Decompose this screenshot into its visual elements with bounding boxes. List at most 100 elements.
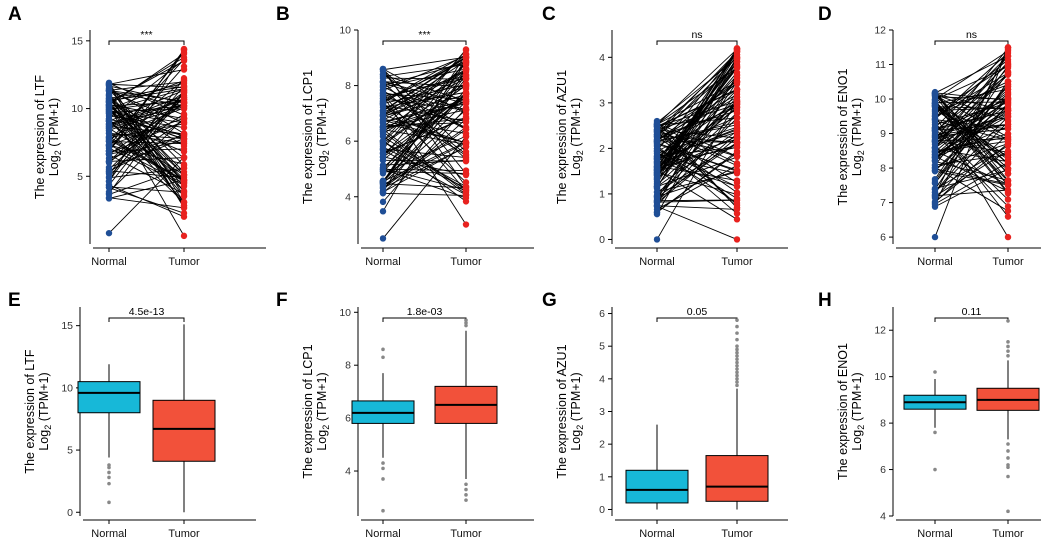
outlier-point <box>735 380 739 384</box>
pair-line <box>934 123 1009 131</box>
pair-line <box>108 101 185 107</box>
y-tick-label: 0 <box>599 504 605 516</box>
tumor-point <box>180 204 188 212</box>
panel-b: B 4 6 8 10 Normal Tumor The expression of LCP1 L… <box>276 4 534 268</box>
y-axis-title: The expression of AZU1 <box>555 70 569 204</box>
y-tick-label: 12 <box>874 325 886 337</box>
pair-line <box>934 103 1009 193</box>
pair-line <box>934 94 1009 138</box>
tumor-point <box>733 54 741 62</box>
panel-letter: G <box>542 290 557 311</box>
tumor-point <box>462 198 470 205</box>
pair-line <box>382 68 467 88</box>
y-axis-subtitle: Log2 (TPM+1) <box>315 372 331 450</box>
tumor-point <box>1004 151 1012 158</box>
tumor-point <box>462 189 470 196</box>
box-iqr <box>625 469 689 504</box>
y-tick-label: 5 <box>77 171 83 183</box>
pair-line <box>108 102 185 164</box>
normal-point <box>105 81 113 88</box>
normal-point <box>653 120 661 127</box>
y-tick-label: 8 <box>880 418 886 430</box>
normal-point <box>931 161 939 169</box>
tumor-point <box>1004 46 1012 53</box>
tumor-point <box>1004 203 1012 210</box>
pair-line <box>382 78 467 97</box>
pair-line <box>656 91 738 202</box>
pair-line <box>382 168 467 171</box>
pair-line <box>656 56 738 206</box>
y-axis-subtitle-unit: (TPM+1) <box>315 372 329 424</box>
y-axis-subtitle-base: 2 <box>856 425 866 430</box>
tumor-point <box>733 144 741 151</box>
pair-line <box>108 82 185 116</box>
pair-line <box>108 88 185 134</box>
pair-line <box>382 140 467 202</box>
outlier-point <box>735 377 739 381</box>
pair-line <box>108 120 185 153</box>
pair-line <box>382 86 467 117</box>
tumor-point <box>733 162 741 169</box>
pair-line <box>382 56 467 71</box>
significance-label: *** <box>418 29 430 41</box>
tumor-point <box>462 106 470 113</box>
normal-point <box>931 180 939 187</box>
outlier-point <box>107 465 111 470</box>
pair-line <box>108 108 185 113</box>
pair-line <box>382 93 467 192</box>
tumor-point <box>180 188 188 195</box>
tumor-point <box>733 191 741 198</box>
y-tick-label: 3 <box>599 406 605 418</box>
pair-line <box>108 80 185 110</box>
normal-point <box>379 84 387 91</box>
pair-line <box>108 105 185 115</box>
pair-line <box>382 55 467 91</box>
outlier-point <box>735 337 739 342</box>
normal-point <box>653 147 661 155</box>
pair-line <box>108 187 185 214</box>
normal-point <box>379 126 387 133</box>
normal-point <box>379 198 387 206</box>
outlier-point <box>735 367 739 371</box>
normal-point <box>105 142 113 149</box>
outlier-point <box>381 508 385 513</box>
pair-line <box>656 146 738 165</box>
panel-letter: H <box>818 290 832 311</box>
panel-letter: C <box>542 4 556 25</box>
pair-line <box>382 128 467 193</box>
y-tick-label: 4 <box>345 191 351 203</box>
y-axis-subtitle-base: 2 <box>321 425 331 430</box>
pair-line <box>934 95 1009 186</box>
tumor-point <box>180 88 188 96</box>
normal-point <box>105 178 113 185</box>
pair-line <box>656 117 738 126</box>
tumor-point <box>733 236 741 243</box>
tumor-point <box>733 199 741 207</box>
y-axis-subtitle-base: 2 <box>856 150 866 155</box>
panel-a: A 5 10 15 Normal Tumor The expression of LTF Lo… <box>8 4 266 268</box>
significance-bracket <box>382 40 467 45</box>
panel-letter: F <box>276 290 288 311</box>
pair-line <box>382 101 467 181</box>
y-tick-label: 4 <box>599 52 605 64</box>
pair-line <box>382 68 467 153</box>
pair-line <box>108 53 185 106</box>
outlier-point <box>1006 465 1010 470</box>
tumor-point <box>462 90 470 98</box>
outlier-point <box>735 360 739 365</box>
tumor-point <box>733 94 741 101</box>
y-axis-subtitle-base: 2 <box>575 425 585 430</box>
y-tick-label: 11 <box>875 59 886 71</box>
pair-line <box>934 116 1009 136</box>
pair-line <box>656 99 738 196</box>
pair-line <box>656 66 738 171</box>
normal-box <box>625 424 689 510</box>
outlier-point <box>1006 340 1010 344</box>
y-axis-title: The expression of LCP1 <box>301 344 315 478</box>
pair-line <box>656 135 738 144</box>
y-axis-subtitle-unit: (TPM+1) <box>850 98 864 150</box>
pair-line <box>108 82 185 103</box>
normal-point <box>653 161 661 168</box>
pair-line <box>934 168 1009 185</box>
